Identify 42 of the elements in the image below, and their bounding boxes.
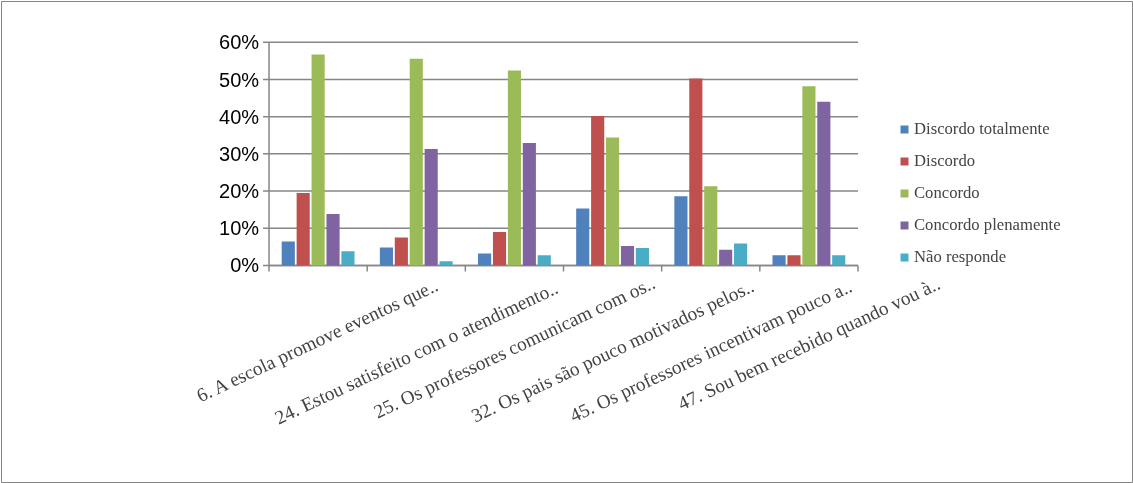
y-tick-label: 20% [219, 180, 260, 203]
bar [817, 101, 831, 266]
bar [326, 214, 340, 266]
bar [341, 251, 355, 266]
bar [379, 247, 393, 266]
bar [537, 255, 551, 266]
bar [772, 255, 786, 266]
bar [296, 192, 310, 266]
y-tick-label: 0% [230, 254, 260, 277]
bar [787, 255, 801, 266]
bar [492, 231, 507, 266]
legend-label: Concordo [914, 183, 980, 203]
bar [439, 261, 453, 266]
y-tick-label: 10% [219, 217, 260, 240]
bar [802, 86, 816, 266]
bar [620, 246, 635, 266]
bar [522, 143, 536, 266]
bar [635, 247, 649, 266]
bar [734, 243, 748, 266]
legend-label: Concordo plenamente [914, 215, 1061, 235]
bar [281, 241, 295, 266]
legend-label: Não responde [914, 247, 1007, 267]
bar [409, 58, 423, 266]
y-tick-label: 60% [219, 31, 260, 54]
bar [606, 137, 620, 266]
bar [832, 255, 846, 266]
bar [719, 249, 733, 266]
bar [507, 70, 521, 266]
bar [591, 115, 605, 266]
bar [689, 78, 703, 266]
bar [674, 196, 688, 266]
legend-label: Discordo totalmente [914, 119, 1050, 139]
bar [424, 149, 438, 266]
bar [394, 237, 408, 266]
bar [478, 253, 492, 266]
legend-label: Discordo [914, 151, 976, 171]
bar [576, 208, 590, 266]
y-tick-label: 40% [219, 105, 260, 128]
y-tick-label: 30% [219, 142, 260, 165]
bar [704, 186, 718, 266]
y-tick-label: 50% [219, 68, 260, 91]
bar [311, 54, 325, 266]
